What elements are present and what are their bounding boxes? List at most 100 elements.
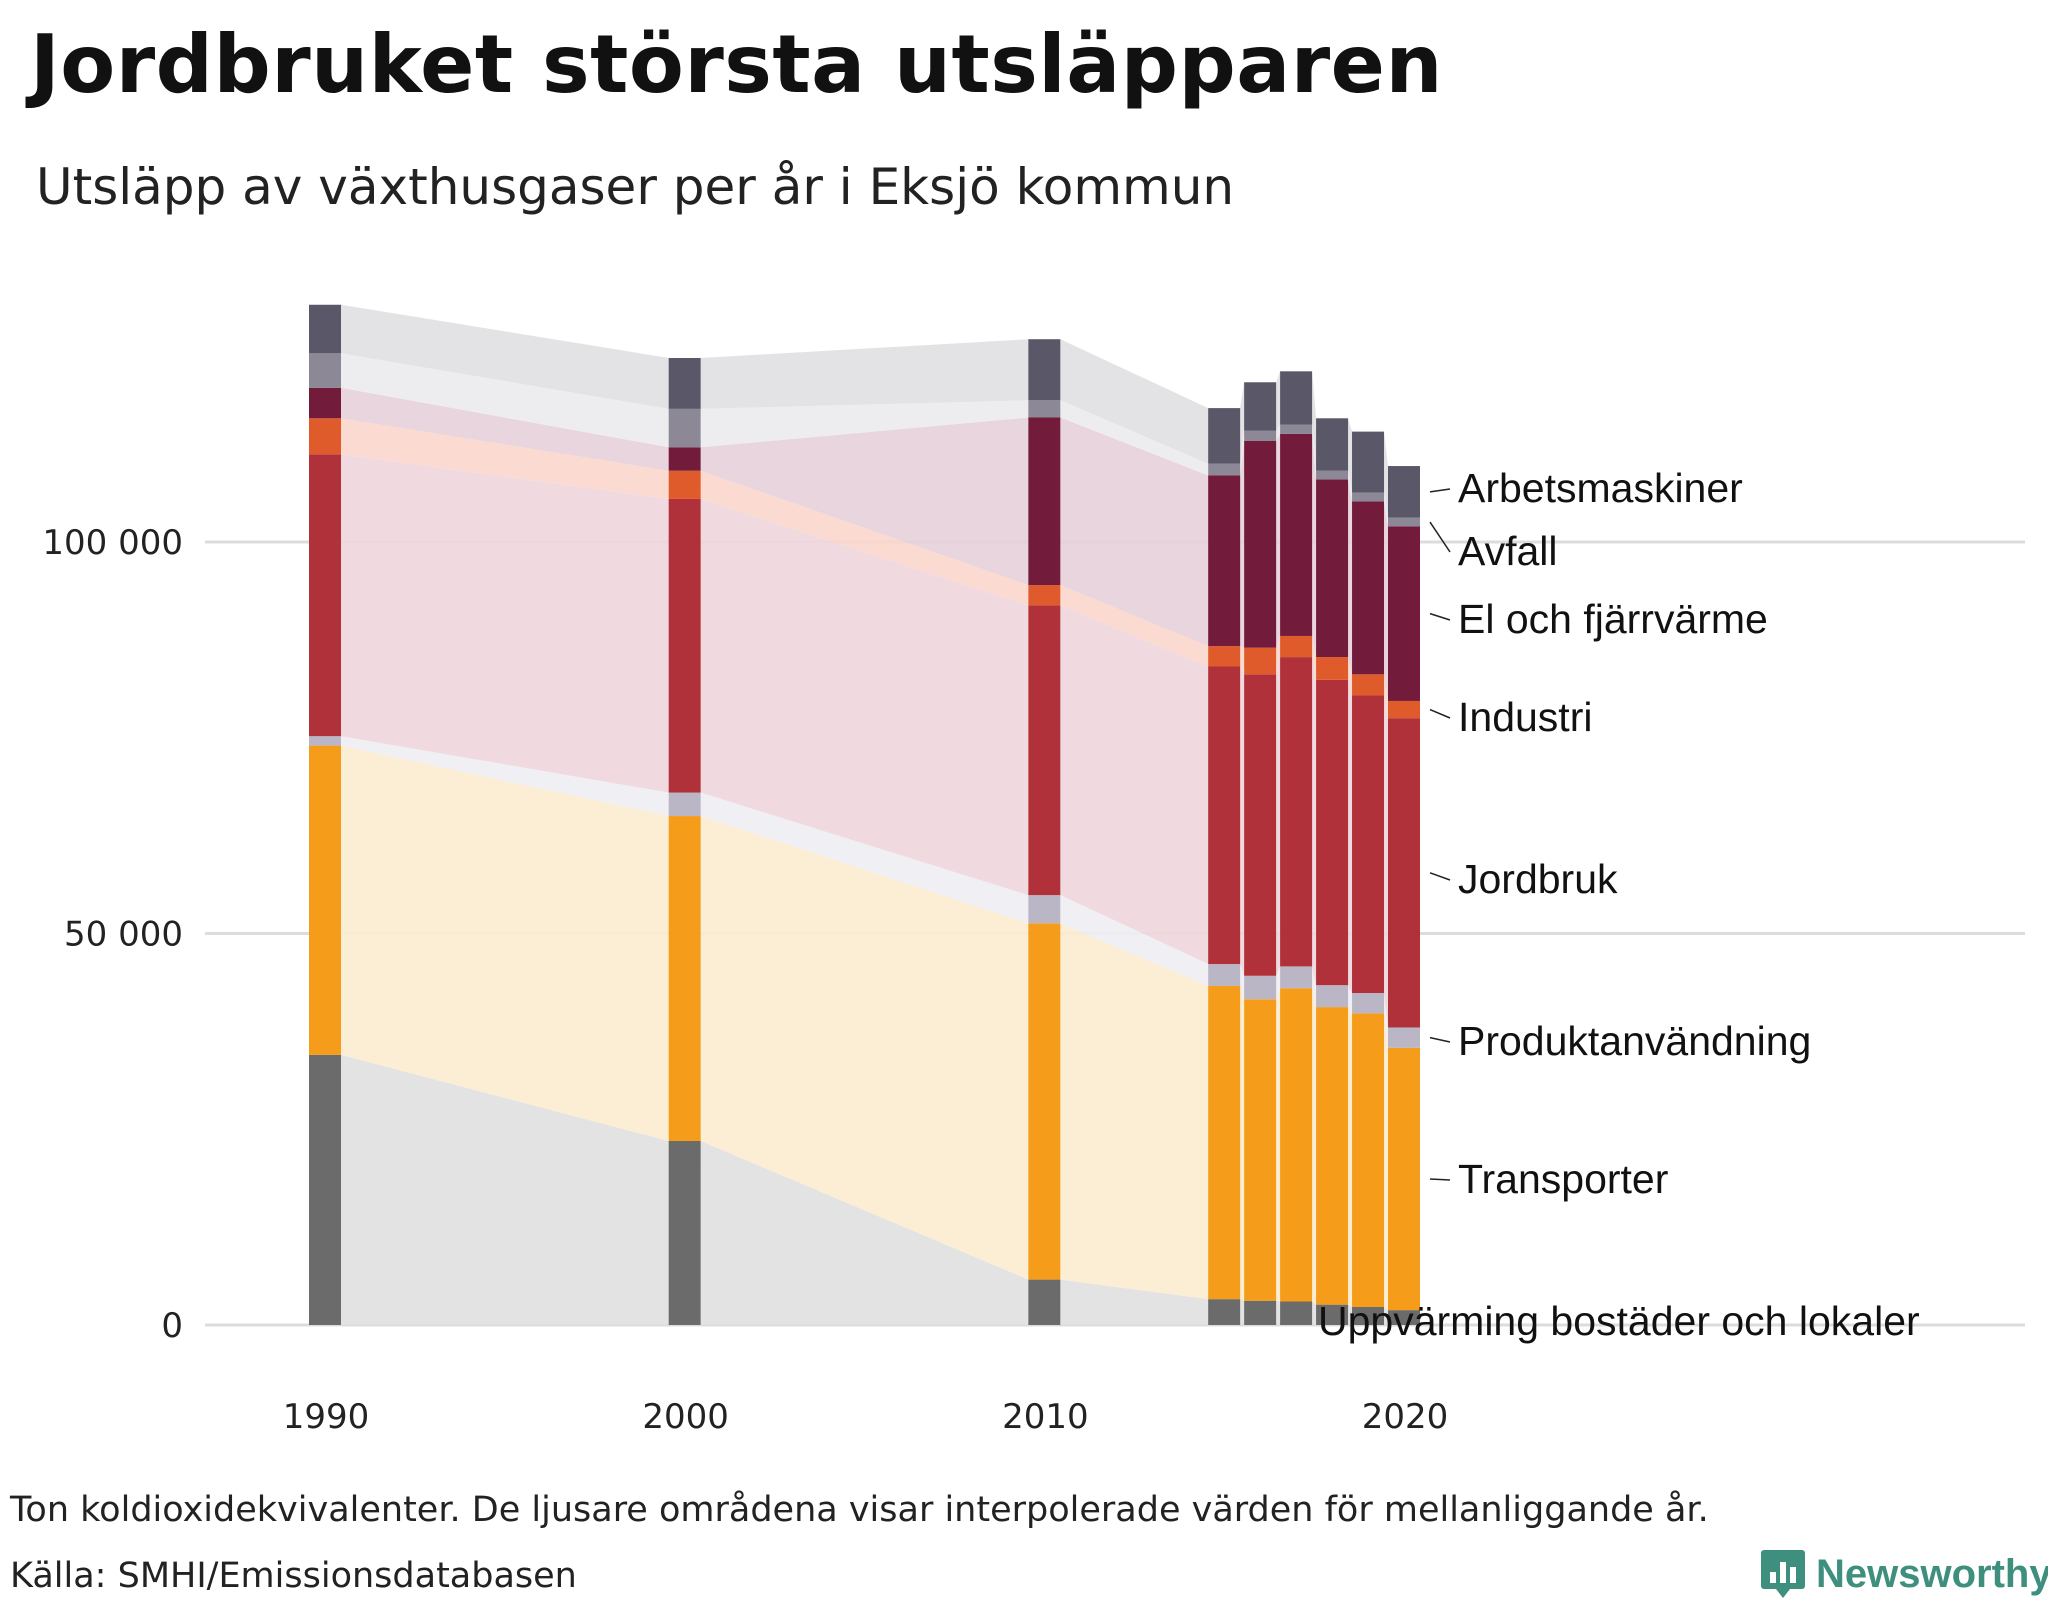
label-leader bbox=[1429, 708, 1451, 719]
bar-segment bbox=[1316, 679, 1349, 986]
bar-segment bbox=[1028, 605, 1061, 896]
bar-segment bbox=[1316, 418, 1349, 471]
interpolated-area bbox=[1312, 635, 1317, 680]
interpolated-area bbox=[1240, 1299, 1245, 1325]
x-tick-label: 2020 bbox=[1362, 1397, 1449, 1437]
bar-segment bbox=[1388, 517, 1420, 527]
interpolated-area bbox=[1060, 923, 1209, 1300]
interpolated-area bbox=[1240, 440, 1245, 648]
bar-segment bbox=[1028, 1279, 1061, 1325]
interpolated-area bbox=[1312, 424, 1317, 480]
bar-segment bbox=[1028, 417, 1061, 586]
bar-segment bbox=[1244, 647, 1277, 675]
bar-segment bbox=[1316, 985, 1349, 1008]
bar-segment bbox=[1316, 1007, 1349, 1305]
interpolated-area bbox=[1240, 382, 1245, 464]
bar-segment bbox=[309, 418, 341, 455]
series-label: Produktanvändning bbox=[1458, 1018, 1811, 1064]
bar-segment bbox=[1208, 463, 1241, 476]
bar-segment bbox=[1028, 895, 1061, 924]
bar-segment bbox=[668, 447, 701, 471]
bar-segment bbox=[1352, 1306, 1385, 1325]
bar-segment bbox=[1244, 1300, 1277, 1325]
bar-segment bbox=[1352, 431, 1385, 493]
interpolated-area bbox=[1312, 371, 1317, 471]
interpolated-area bbox=[1276, 371, 1281, 431]
newsworthy-logo-icon bbox=[1761, 1550, 1805, 1598]
bar-segment bbox=[1028, 585, 1061, 606]
bar-segment bbox=[1208, 666, 1241, 965]
interpolated-area bbox=[700, 1140, 1029, 1325]
bar-segment bbox=[1280, 988, 1313, 1302]
bar-segment bbox=[309, 304, 341, 354]
y-tick-label: 0 bbox=[161, 1306, 183, 1346]
bar-segment bbox=[1028, 339, 1061, 401]
series-label: Uppvärming bostäder och lokaler bbox=[1318, 1298, 1920, 1344]
bar-segment bbox=[1352, 1013, 1385, 1307]
bar-segment bbox=[1244, 999, 1277, 1301]
bar-segment bbox=[1388, 1047, 1420, 1311]
newsworthy-logo: Newsworthy bbox=[1760, 1548, 2048, 1600]
interpolated-area bbox=[1240, 666, 1245, 976]
interpolated-area bbox=[341, 304, 669, 409]
label-leader bbox=[1429, 1036, 1451, 1043]
bar-segment bbox=[309, 387, 341, 419]
interpolated-area bbox=[1276, 988, 1281, 1302]
bar-segment bbox=[1028, 400, 1061, 418]
interpolated-area bbox=[1348, 479, 1353, 675]
interpolated-area bbox=[1348, 1007, 1353, 1307]
chart-note: Ton koldioxidekvivalenter. De ljusare om… bbox=[10, 1490, 1709, 1530]
interpolated-area bbox=[1240, 985, 1245, 1301]
interpolated-area bbox=[700, 792, 1029, 924]
label-leader bbox=[1429, 488, 1451, 493]
bar-segment bbox=[1352, 674, 1385, 696]
bar-segment bbox=[668, 1140, 701, 1325]
bar-segment bbox=[668, 357, 701, 409]
y-tick-label: 100 000 bbox=[42, 523, 183, 563]
bars bbox=[309, 304, 1420, 1325]
bar-segment bbox=[1352, 993, 1385, 1014]
bar-segment bbox=[1316, 657, 1349, 680]
bar-segment bbox=[668, 470, 701, 499]
bar-segment bbox=[1388, 1027, 1420, 1048]
series-label: Avfall bbox=[1458, 528, 1558, 574]
interpolated-area bbox=[341, 454, 669, 793]
interpolated-area bbox=[341, 736, 669, 817]
bar-segment bbox=[309, 1054, 341, 1325]
bar-segment bbox=[1388, 526, 1420, 701]
bar-segment bbox=[309, 745, 341, 1055]
bar-segment bbox=[1208, 475, 1241, 647]
interpolated-area bbox=[1240, 964, 1245, 1000]
x-tick-label: 2000 bbox=[642, 1397, 729, 1437]
interpolated-area bbox=[341, 745, 669, 1141]
bar-segment bbox=[1280, 635, 1313, 658]
interpolated-areas bbox=[341, 304, 1388, 1325]
interpolated-area bbox=[1312, 966, 1317, 1008]
interpolated-area bbox=[1060, 400, 1209, 476]
interpolated-area bbox=[700, 339, 1029, 409]
series-label: Industri bbox=[1458, 694, 1592, 740]
interpolated-area bbox=[1276, 966, 1281, 1000]
chart-source: Källa: SMHI/Emissionsdatabasen bbox=[10, 1556, 577, 1596]
interpolated-area bbox=[1276, 657, 1281, 976]
interpolated-area bbox=[1348, 679, 1353, 994]
stacked-bar-chart: 0 50 000 100 000 1990 2000 2010 2020 Uppvärmi… bbox=[42, 304, 2025, 1437]
bar-segment bbox=[1244, 440, 1277, 648]
interpolated-area bbox=[341, 1054, 669, 1325]
interpolated-area bbox=[341, 418, 669, 499]
interpolated-area bbox=[1276, 433, 1281, 648]
interpolated-area bbox=[700, 498, 1029, 896]
interpolated-area bbox=[1240, 430, 1245, 476]
bar-segment bbox=[1208, 985, 1241, 1300]
bar-segment bbox=[1208, 408, 1241, 464]
bar-segment bbox=[1352, 695, 1385, 994]
interpolated-area bbox=[1060, 585, 1209, 667]
interpolated-area bbox=[1060, 339, 1209, 464]
bar-segment bbox=[1244, 975, 1277, 1000]
interpolated-area bbox=[341, 387, 669, 471]
interpolated-area bbox=[1060, 1279, 1209, 1325]
interpolated-area bbox=[1060, 417, 1209, 647]
label-leader bbox=[1429, 1178, 1451, 1181]
x-tick-label: 2010 bbox=[1002, 1397, 1089, 1437]
bar-segment bbox=[309, 454, 341, 737]
